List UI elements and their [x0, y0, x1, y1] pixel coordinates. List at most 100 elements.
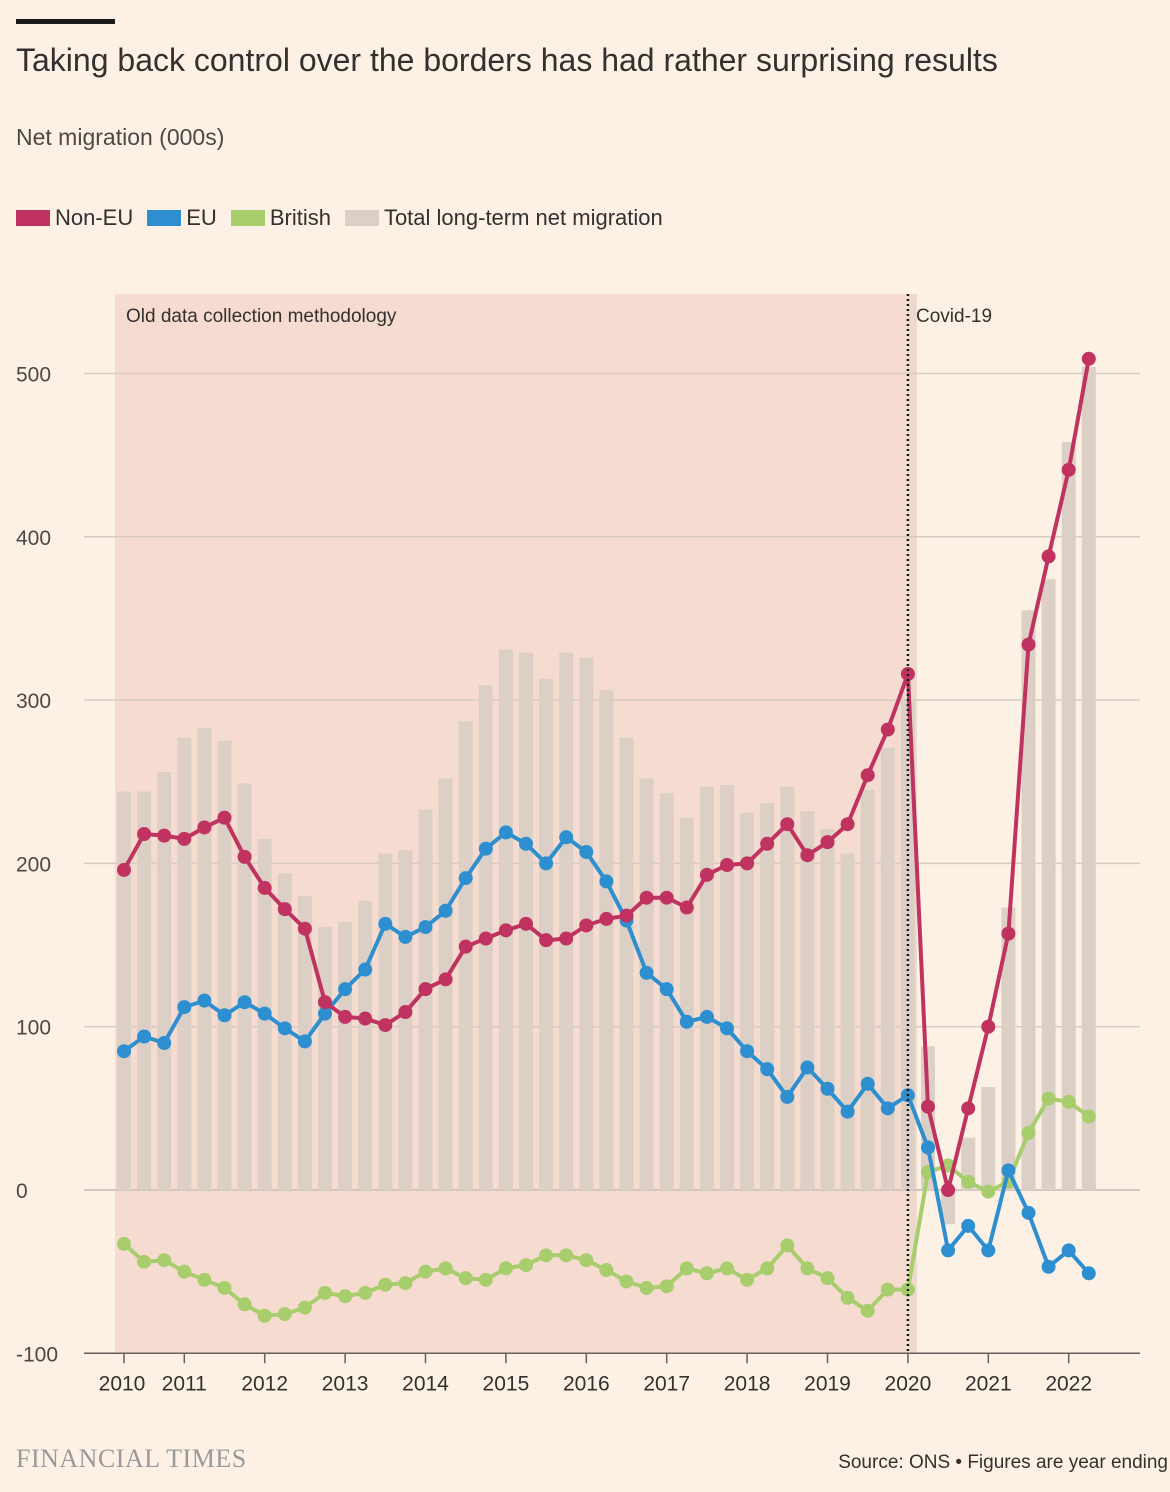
marker-non-eu	[579, 918, 594, 933]
marker-non-eu	[699, 867, 714, 882]
marker-non-eu	[438, 972, 453, 987]
marker-eu	[1041, 1259, 1056, 1274]
marker-british	[418, 1264, 433, 1279]
total-bar	[157, 771, 172, 1190]
marker-non-eu	[277, 902, 292, 917]
y-tick-label: 300	[16, 690, 51, 713]
marker-british	[720, 1261, 734, 1276]
source-note: Source: ONS • Figures are year ending	[838, 1452, 1168, 1473]
legend-label-eu: EU	[186, 205, 217, 230]
marker-non-eu	[197, 820, 212, 835]
legend-swatch-non-eu	[16, 210, 50, 226]
total-bar	[679, 817, 694, 1190]
marker-non-eu	[840, 817, 855, 832]
marker-eu	[860, 1076, 875, 1091]
x-tick-label: 2012	[241, 1372, 288, 1395]
marker-eu	[659, 982, 674, 997]
marker-british	[1041, 1091, 1056, 1106]
total-bar	[619, 737, 634, 1190]
total-bar	[1061, 442, 1076, 1190]
total-bar	[800, 811, 815, 1190]
marker-eu	[760, 1062, 775, 1077]
legend-item-eu[interactable]: EU	[147, 205, 217, 231]
marker-eu	[217, 1008, 232, 1023]
total-bar	[699, 786, 714, 1190]
marker-non-eu	[659, 890, 674, 905]
x-tick-label: 2019	[804, 1372, 851, 1395]
marker-non-eu	[740, 856, 755, 871]
marker-british	[237, 1297, 252, 1312]
marker-non-eu	[137, 827, 152, 842]
marker-british	[157, 1253, 172, 1268]
marker-british	[699, 1266, 714, 1281]
marker-eu	[820, 1081, 835, 1096]
marker-british	[579, 1253, 594, 1268]
marker-non-eu	[921, 1099, 935, 1114]
marker-eu	[941, 1243, 956, 1258]
total-bar	[840, 853, 855, 1190]
marker-british	[679, 1261, 694, 1276]
marker-non-eu	[478, 931, 493, 946]
marker-non-eu	[458, 939, 473, 954]
x-tick-label: 2013	[322, 1372, 369, 1395]
axes: 500 400 300 200 100 0 -100 2010 2011 2012 2013 2014…	[16, 294, 1140, 1395]
legend-item-total[interactable]: Total long-term net migration	[344, 205, 663, 231]
legend-swatch-eu	[147, 210, 182, 226]
marker-british	[498, 1261, 513, 1276]
marker-eu	[921, 1140, 935, 1155]
marker-non-eu	[941, 1183, 956, 1197]
x-tick-label: 2015	[483, 1372, 530, 1395]
marker-eu	[438, 903, 453, 918]
marker-british	[519, 1258, 533, 1273]
x-tick-label: 2020	[885, 1372, 932, 1395]
marker-british	[880, 1282, 895, 1297]
legend-label-non-eu: Non-EU	[55, 205, 134, 230]
marker-eu	[961, 1218, 976, 1233]
marker-eu	[277, 1021, 292, 1036]
marker-non-eu	[418, 982, 433, 997]
marker-british	[559, 1248, 574, 1263]
legend-item-british[interactable]: British	[230, 205, 331, 231]
marker-british	[539, 1248, 554, 1263]
old-method-label: Old data collection methodology	[126, 306, 397, 327]
legend-item-non-eu[interactable]: Non-EU	[16, 205, 133, 231]
marker-british	[478, 1272, 493, 1287]
y-tick-label: 100	[16, 1017, 51, 1040]
marker-eu	[117, 1044, 131, 1059]
legend-swatch-british	[230, 210, 265, 226]
marker-british	[1061, 1094, 1076, 1109]
total-bar	[880, 747, 895, 1190]
total-bar	[1001, 907, 1016, 1190]
total-bar	[599, 690, 614, 1190]
marker-non-eu	[217, 810, 232, 825]
marker-british	[378, 1277, 393, 1292]
total-bar	[237, 783, 252, 1190]
y-tick-label: 0	[16, 1180, 28, 1203]
marker-non-eu	[157, 828, 172, 843]
y-tick-label: 200	[16, 853, 51, 876]
marker-non-eu	[398, 1005, 413, 1020]
ft-logo: FINANCIAL TIMES	[16, 1444, 247, 1473]
total-bar	[117, 791, 131, 1190]
marker-eu	[880, 1101, 895, 1116]
marker-british	[981, 1184, 996, 1199]
marker-non-eu	[1081, 351, 1096, 366]
total-bar	[137, 791, 152, 1190]
marker-eu	[1001, 1163, 1016, 1178]
marker-eu	[740, 1044, 755, 1059]
marker-british	[438, 1261, 453, 1276]
marker-eu	[840, 1104, 855, 1119]
marker-british	[137, 1254, 152, 1269]
x-tick-label: 2017	[643, 1372, 690, 1395]
marker-non-eu	[880, 722, 895, 737]
marker-eu	[378, 916, 393, 931]
total-bar	[981, 1087, 996, 1190]
marker-british	[800, 1261, 815, 1276]
chart-subtitle: Net migration (000s)	[16, 124, 225, 150]
marker-eu	[418, 920, 433, 935]
marker-non-eu	[338, 1009, 353, 1024]
marker-eu	[398, 929, 413, 944]
marker-non-eu	[900, 666, 915, 681]
x-tick-label: 2014	[402, 1372, 449, 1395]
